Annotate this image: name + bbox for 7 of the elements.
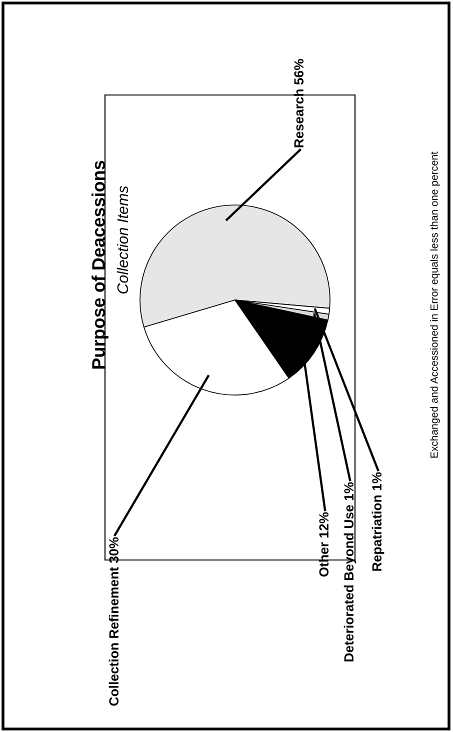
- slice-label: Repatriation 1%: [372, 472, 384, 571]
- slice-label: Research 56%: [294, 58, 304, 148]
- text: Collection Items: [116, 186, 128, 294]
- text: Purpose of Deacessions: [92, 160, 108, 369]
- slice-label: Collection Refinement 30%: [108, 537, 119, 706]
- text: Exchanged and Accessioned in Error equals less than one percent: [430, 152, 440, 458]
- slice-label: Deteriorated Beyond Use 1%: [344, 482, 356, 662]
